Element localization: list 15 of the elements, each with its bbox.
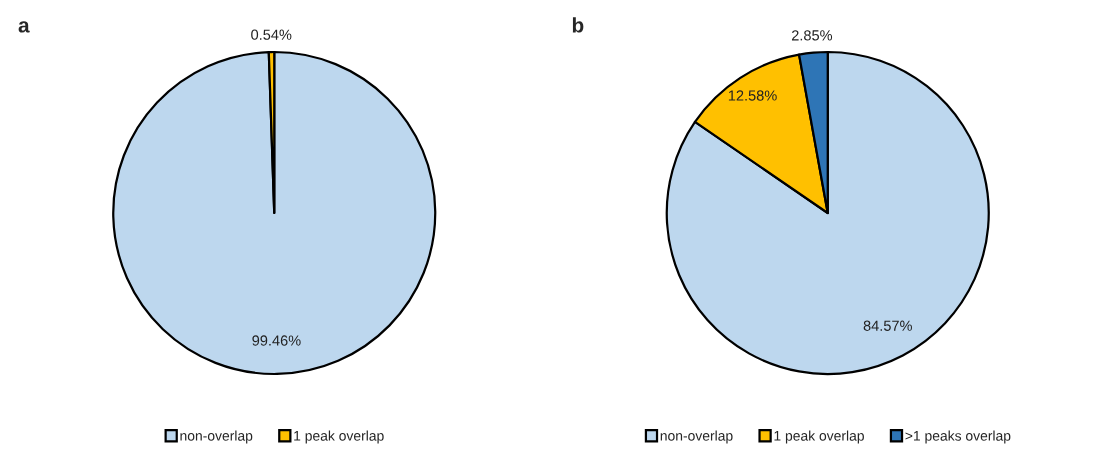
data-label: 0.54% [251, 29, 292, 40]
legend-label: 1 peak overlap [294, 430, 384, 444]
chart-title: a [18, 21, 30, 33]
legend-label: >1 peaks overlap [905, 430, 1011, 444]
data-label: 99.46% [252, 335, 301, 346]
legend-label: non-overlap [660, 430, 733, 444]
data-label: 12.58% [728, 90, 777, 101]
chart-title: b [572, 17, 584, 33]
legend-label: 1 peak overlap [774, 430, 864, 444]
data-label: 2.85% [791, 30, 833, 41]
legend-label: non-overlap [180, 430, 253, 444]
pie-slice [693, 53, 829, 215]
pie-slice [665, 50, 990, 376]
pie-slice [112, 50, 437, 376]
data-label: 84.57% [863, 320, 912, 331]
